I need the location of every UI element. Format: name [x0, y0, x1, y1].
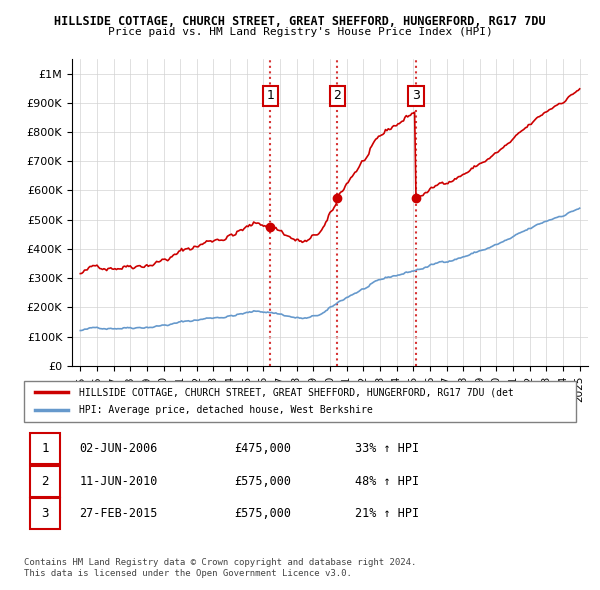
Text: 2: 2	[334, 89, 341, 102]
Text: Price paid vs. HM Land Registry's House Price Index (HPI): Price paid vs. HM Land Registry's House …	[107, 27, 493, 37]
Text: 21% ↑ HPI: 21% ↑ HPI	[355, 507, 419, 520]
Text: 02-JUN-2006: 02-JUN-2006	[79, 442, 158, 455]
Text: £575,000: £575,000	[234, 507, 291, 520]
FancyBboxPatch shape	[29, 432, 60, 464]
Text: HILLSIDE COTTAGE, CHURCH STREET, GREAT SHEFFORD, HUNGERFORD, RG17 7DU: HILLSIDE COTTAGE, CHURCH STREET, GREAT S…	[54, 15, 546, 28]
Text: £575,000: £575,000	[234, 474, 291, 487]
Text: 3: 3	[41, 507, 49, 520]
Text: Contains HM Land Registry data © Crown copyright and database right 2024.: Contains HM Land Registry data © Crown c…	[24, 558, 416, 566]
Text: HILLSIDE COTTAGE, CHURCH STREET, GREAT SHEFFORD, HUNGERFORD, RG17 7DU (det: HILLSIDE COTTAGE, CHURCH STREET, GREAT S…	[79, 387, 514, 397]
Text: 1: 1	[266, 89, 274, 102]
Text: 48% ↑ HPI: 48% ↑ HPI	[355, 474, 419, 487]
Text: £475,000: £475,000	[234, 442, 291, 455]
Text: 33% ↑ HPI: 33% ↑ HPI	[355, 442, 419, 455]
Text: 2: 2	[41, 474, 49, 487]
Text: This data is licensed under the Open Government Licence v3.0.: This data is licensed under the Open Gov…	[24, 569, 352, 578]
Text: HPI: Average price, detached house, West Berkshire: HPI: Average price, detached house, West…	[79, 405, 373, 415]
Text: 1: 1	[41, 442, 49, 455]
FancyBboxPatch shape	[29, 499, 60, 529]
FancyBboxPatch shape	[24, 381, 576, 422]
Text: 11-JUN-2010: 11-JUN-2010	[79, 474, 158, 487]
Text: 27-FEB-2015: 27-FEB-2015	[79, 507, 158, 520]
FancyBboxPatch shape	[29, 466, 60, 497]
Text: 3: 3	[412, 89, 420, 102]
